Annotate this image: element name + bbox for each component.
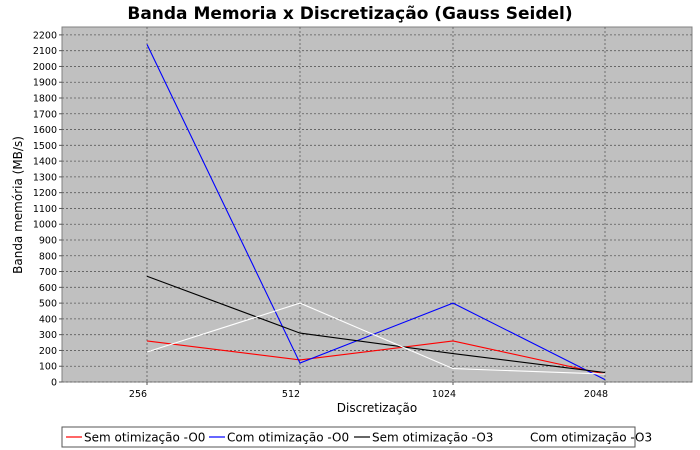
y-axis-label: Banda memória (MB/s) bbox=[11, 136, 25, 274]
plot-area bbox=[61, 26, 693, 383]
y-tick-label: 1100 bbox=[33, 204, 57, 215]
y-tick-label: 1600 bbox=[33, 125, 57, 136]
series-line-4 bbox=[146, 302, 606, 375]
legend-items: Sem otimização -O0 Com otimização -O0 Sem … bbox=[66, 431, 652, 445]
y-tick-label: 600 bbox=[39, 283, 57, 294]
series-lines bbox=[146, 44, 606, 381]
x-tick-label: 2048 bbox=[584, 389, 608, 400]
legend bbox=[61, 426, 636, 448]
y-tick-label: 1300 bbox=[33, 172, 57, 183]
y-tick-label: 1000 bbox=[33, 220, 57, 231]
y-tick-label: 900 bbox=[39, 236, 57, 247]
chart-title: Banda Memoria x Discretização (Gauss Sei… bbox=[127, 4, 572, 24]
x-tick-label: 1024 bbox=[432, 389, 456, 400]
x-axis-label: Discretização bbox=[337, 401, 417, 415]
y-tick-label: 200 bbox=[39, 346, 57, 357]
y-tick-label: 1200 bbox=[33, 188, 57, 199]
series-line-1 bbox=[146, 340, 606, 375]
legend-label: Com otimização -O0 bbox=[227, 431, 349, 445]
y-tick-label: 700 bbox=[39, 267, 57, 278]
y-tick-label: 100 bbox=[39, 362, 57, 373]
series-line-3 bbox=[146, 275, 606, 374]
legend-label: Sem otimização -O0 bbox=[84, 431, 205, 445]
y-tick-label: 2100 bbox=[33, 46, 57, 57]
y-tick-label: 500 bbox=[39, 299, 57, 310]
grid bbox=[62, 27, 692, 383]
y-tick-label: 0 bbox=[51, 378, 57, 389]
y-tick-label: 2000 bbox=[33, 62, 57, 73]
y-tick-label: 2200 bbox=[33, 30, 57, 41]
y-tick-label: 1500 bbox=[33, 141, 57, 152]
y-tick-label: 800 bbox=[39, 251, 57, 262]
series-line-2 bbox=[146, 44, 606, 381]
y-tick-label: 1900 bbox=[33, 78, 57, 89]
x-tick-label: 256 bbox=[129, 389, 147, 400]
y-tick-label: 300 bbox=[39, 330, 57, 341]
legend-label: Sem otimização -O3 bbox=[372, 431, 493, 445]
y-tick-label: 400 bbox=[39, 314, 57, 325]
y-tick-label: 1400 bbox=[33, 157, 57, 168]
axes: 0 100 200 300 400 500 600 700 800 900 1000 1100 1200… bbox=[33, 30, 608, 400]
legend-label: Com otimização -O3 bbox=[530, 431, 652, 445]
x-tick-label: 512 bbox=[282, 389, 300, 400]
y-tick-label: 1700 bbox=[33, 109, 57, 120]
y-tick-label: 1800 bbox=[33, 94, 57, 105]
